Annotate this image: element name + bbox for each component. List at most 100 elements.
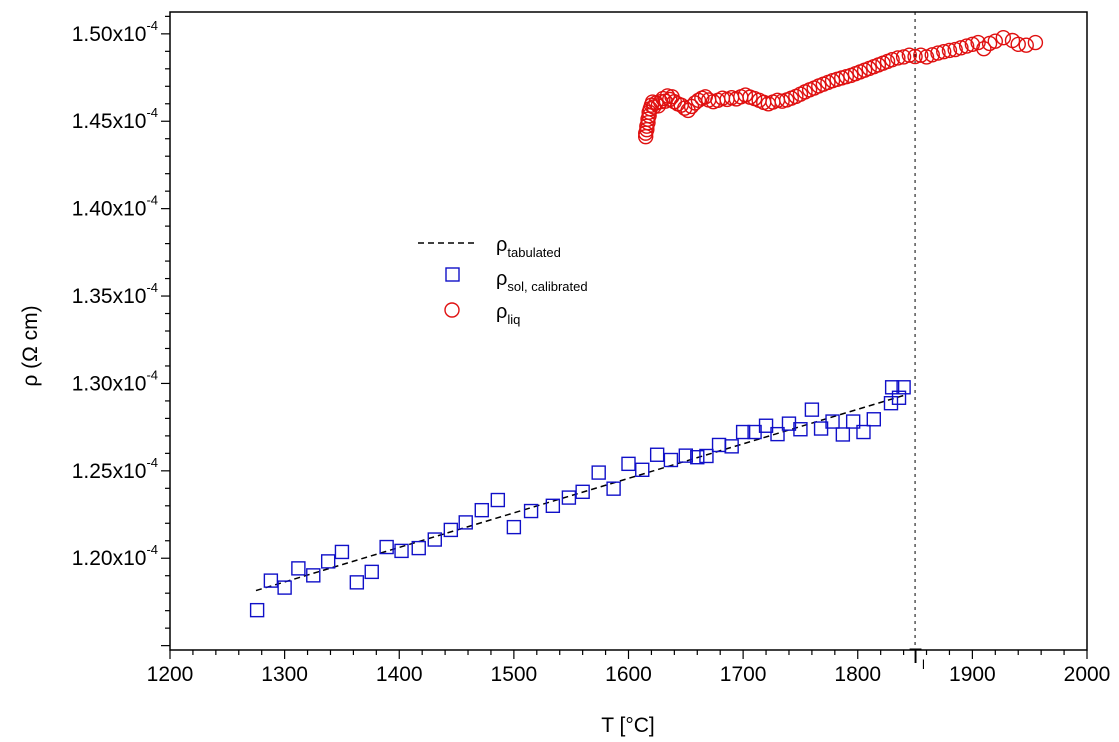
calibrated-point	[506, 519, 522, 535]
calibrated-point	[699, 448, 714, 464]
y-tick-label: 1.25x10-4	[72, 455, 158, 483]
liquid-point	[1027, 34, 1044, 51]
calibrated-point	[291, 561, 306, 576]
liquid-point	[913, 47, 929, 63]
calibrated-point	[856, 424, 871, 440]
liquid-point	[964, 36, 981, 53]
liquid-point	[890, 50, 906, 66]
legend-calibrated-label: ρsol, calibrated	[496, 268, 588, 294]
y-tick-label: 1.50x10-4	[72, 18, 158, 46]
y-tick-label: 1.40x10-4	[72, 193, 158, 221]
liquidus-label-sub: l	[922, 657, 925, 672]
liquid-point	[953, 40, 969, 56]
legend-liq-symbol	[444, 302, 460, 318]
calibrated-point	[545, 498, 561, 513]
y-tick-label: 1.35x10-4	[72, 280, 158, 308]
calibrated-point	[474, 502, 489, 518]
calibrated-point	[835, 427, 851, 442]
y-tick-label: 1.45x10-4	[72, 105, 158, 133]
legend-liq-label: ρliq	[496, 301, 520, 327]
calibrated-point	[320, 554, 336, 569]
calibrated-point	[263, 573, 279, 588]
x-tick-label: 1800	[834, 663, 881, 686]
liquid-point	[976, 41, 992, 57]
liquidus-label: Tl	[909, 645, 925, 672]
liquid-point	[947, 41, 963, 58]
x-tick-label: 1300	[261, 663, 308, 686]
legend-tabulated-label: ρtabulated	[496, 234, 561, 260]
calibrated-point	[781, 416, 797, 431]
calibrated-point	[458, 515, 473, 530]
calibrated-point	[845, 414, 861, 429]
calibrated-point	[523, 503, 539, 519]
calibrated-point	[606, 481, 621, 496]
x-tick-label: 1200	[147, 663, 194, 686]
calibrated-point	[758, 418, 774, 433]
calibrated-point	[825, 414, 840, 429]
tabulated-line	[255, 394, 907, 592]
liquid-point	[936, 43, 952, 60]
plot-frame	[169, 11, 1088, 651]
liquid-point	[970, 34, 986, 51]
calibrated-point	[883, 395, 899, 411]
calibrated-point	[621, 456, 636, 472]
x-tick-label: 1600	[605, 663, 652, 686]
calibrated-point	[411, 540, 426, 556]
calibrated-point	[575, 484, 590, 500]
calibrated-point	[896, 380, 911, 395]
calibrated-point	[663, 452, 679, 468]
series-layer	[249, 29, 1044, 618]
liquid-point	[895, 49, 912, 65]
liquid-point	[690, 92, 707, 108]
liquid-point	[958, 38, 975, 54]
liquid-point	[987, 33, 1003, 49]
calibrated-point	[561, 490, 577, 505]
x-tick-label: 2000	[1064, 663, 1111, 686]
liquid-point	[676, 100, 693, 116]
liquid-point	[901, 47, 918, 63]
calibrated-point	[334, 544, 350, 560]
calibrated-point	[866, 412, 881, 427]
liquid-point	[884, 52, 900, 68]
liquid-point	[995, 29, 1012, 46]
liquid-point	[1010, 36, 1026, 53]
liquid-point	[907, 48, 923, 65]
liquid-point	[941, 42, 958, 59]
y-axis-title: ρ (Ω cm)	[19, 305, 42, 386]
liquid-point	[924, 47, 940, 63]
calibrated-point	[249, 602, 265, 618]
calibrated-point	[591, 465, 606, 480]
calibrated-point	[277, 580, 292, 595]
calibrated-point	[306, 568, 321, 583]
x-tick-label: 1400	[376, 663, 423, 686]
x-tick-label: 1900	[949, 663, 996, 686]
calibrated-point	[770, 426, 785, 442]
calibrated-point	[891, 390, 907, 405]
calibrated-point	[443, 522, 459, 538]
calibrated-point	[793, 422, 808, 437]
x-tick-label: 1700	[720, 663, 767, 686]
liquidus-label-main: T	[909, 645, 922, 668]
calibrated-point	[364, 564, 379, 580]
y-tick-label: 1.30x10-4	[72, 367, 158, 395]
calibrated-point	[678, 448, 694, 463]
legend-calibrated-symbol	[445, 267, 460, 282]
calibrated-point	[394, 543, 409, 559]
calibrated-point	[379, 539, 394, 555]
calibrated-point	[649, 447, 665, 462]
y-axis: 1.20x10-4 1.25x10-4 1.30x10-4 1.35x10-4 1.40…	[72, 15, 170, 647]
calibrated-point	[804, 402, 820, 417]
calibrated-point	[724, 439, 739, 454]
calibrated-point	[690, 450, 705, 465]
calibrated-point	[490, 492, 506, 508]
legend: ρtabulated ρsol, calibrated ρliq	[418, 234, 588, 327]
calibrated-point	[349, 575, 365, 590]
calibrated-point	[427, 532, 442, 547]
y-tick-label: 1.20x10-4	[72, 542, 158, 570]
calibrated-point	[635, 462, 650, 477]
x-tick-label: 1500	[491, 663, 538, 686]
x-axis-title: T [°C]	[601, 714, 655, 737]
calibrated-point	[735, 424, 751, 440]
liquid-point	[1018, 37, 1034, 53]
